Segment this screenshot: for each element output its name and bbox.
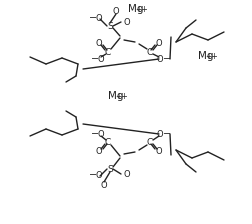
Text: O: O [124, 170, 130, 179]
Text: ++: ++ [116, 91, 128, 101]
Text: O: O [156, 39, 162, 47]
Text: −: − [91, 54, 99, 64]
Text: Mg: Mg [128, 4, 143, 14]
Text: O: O [157, 129, 163, 138]
Text: Mg: Mg [198, 51, 213, 61]
Text: −: − [163, 54, 171, 64]
Text: O: O [124, 17, 130, 26]
Text: O: O [157, 54, 163, 63]
Text: −: − [89, 170, 97, 180]
Text: O: O [96, 13, 102, 22]
Text: S: S [107, 22, 113, 30]
Text: C: C [147, 138, 153, 146]
Text: O: O [156, 146, 162, 155]
Text: −: − [89, 13, 97, 23]
Text: ++: ++ [206, 52, 218, 60]
Text: C: C [105, 138, 111, 146]
Text: C: C [147, 47, 153, 56]
Text: O: O [96, 170, 102, 179]
Text: S: S [107, 164, 113, 174]
Text: C: C [105, 47, 111, 56]
Text: O: O [113, 6, 119, 15]
Text: −: − [163, 129, 171, 139]
Text: O: O [98, 54, 104, 63]
Text: O: O [101, 181, 107, 190]
Text: ++: ++ [136, 4, 148, 13]
Text: O: O [96, 39, 102, 47]
Text: −: − [91, 129, 99, 139]
Text: O: O [96, 146, 102, 155]
Text: O: O [98, 129, 104, 138]
Text: Mg: Mg [108, 91, 123, 101]
